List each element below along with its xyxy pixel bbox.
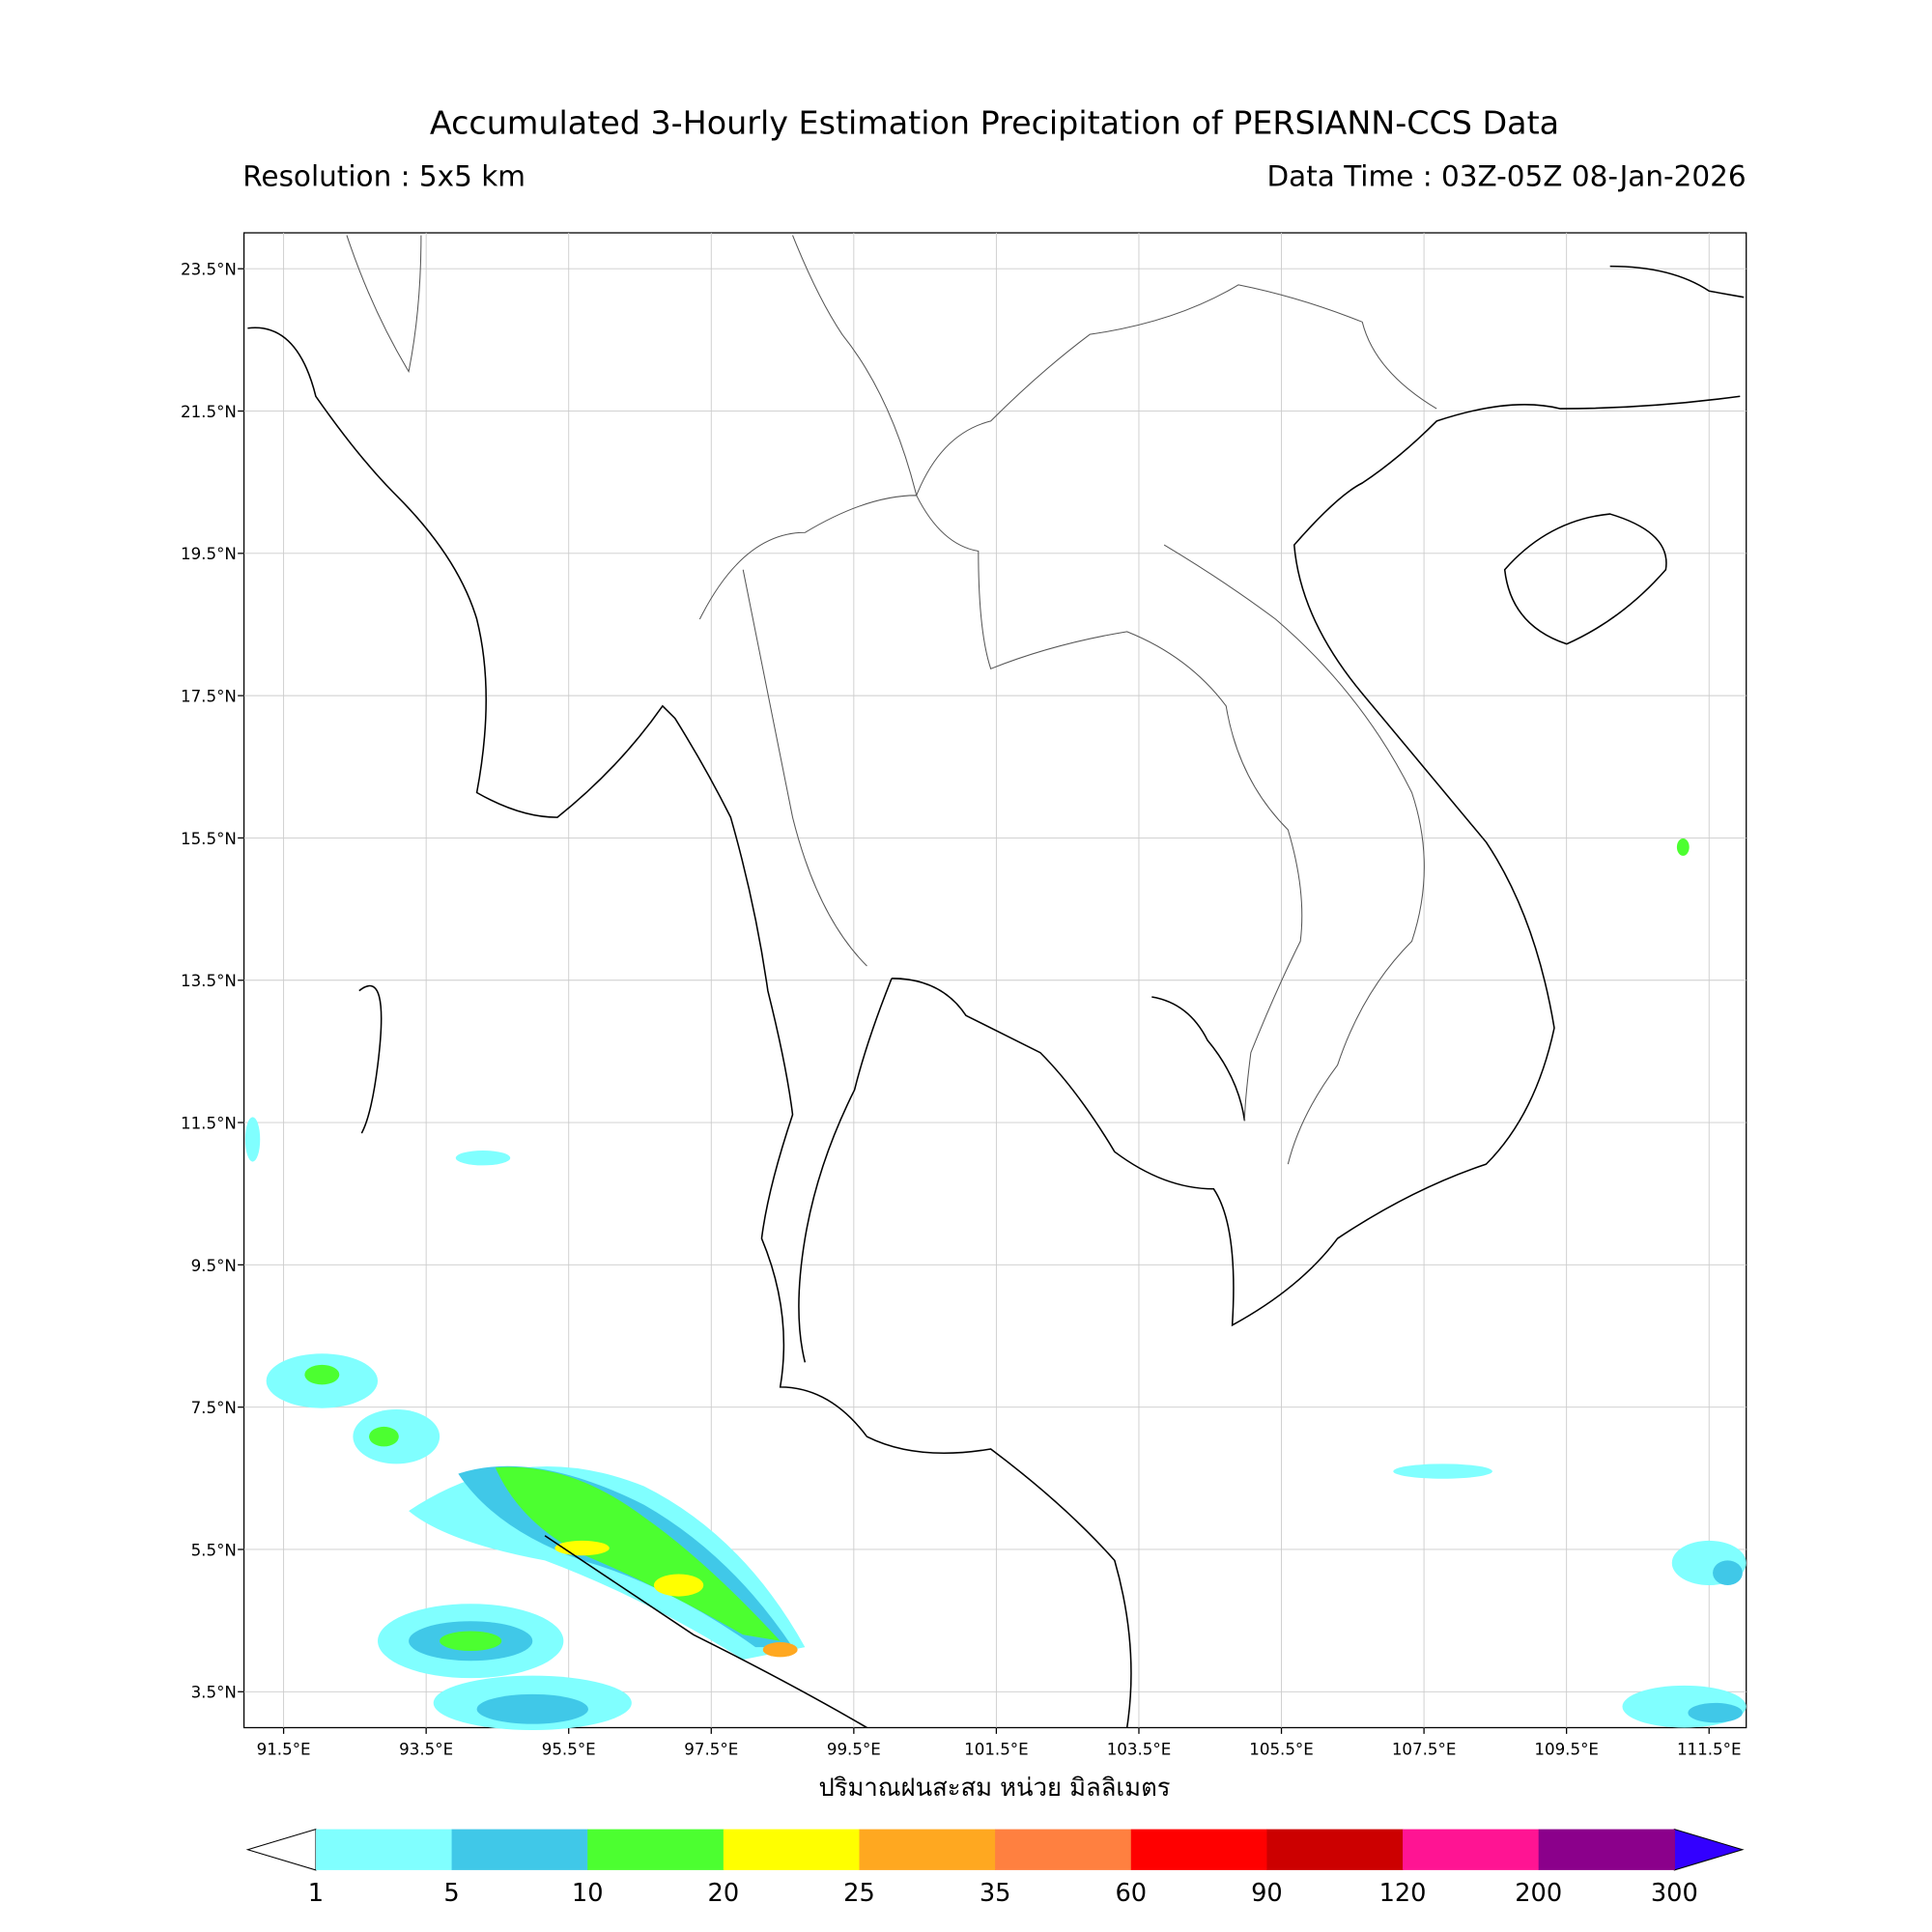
data-time: Data Time : 03Z-05Z 08-Jan-2026 <box>1266 159 1746 192</box>
colorbar-label: 60 <box>1115 1879 1147 1908</box>
colorbar-segment <box>1130 1829 1268 1870</box>
lat-label: 15.5°N <box>181 830 237 848</box>
lat-label: 19.5°N <box>181 545 237 563</box>
colorbar-label: 300 <box>1651 1879 1698 1908</box>
lon-label: 107.5°E <box>1392 1741 1457 1759</box>
colorbar-label: 35 <box>980 1879 1011 1908</box>
lat-label: 21.5°N <box>181 403 237 421</box>
colorbar-segment <box>723 1829 861 1870</box>
colorbar-label: 10 <box>572 1879 604 1908</box>
colorbar-label: 200 <box>1515 1879 1562 1908</box>
colorbar-segment <box>451 1829 588 1870</box>
lon-label: 93.5°E <box>399 1741 453 1759</box>
colorbar-under <box>245 1828 317 1871</box>
colorbar-label: 5 <box>443 1879 459 1908</box>
colorbar: 1 5 10 20 25 35 60 90 120 200 300 <box>245 1828 1745 1908</box>
lat-label: 3.5°N <box>191 1684 237 1702</box>
lon-label: 95.5°E <box>542 1741 596 1759</box>
colorbar-label: 1 <box>308 1879 324 1908</box>
colorbar-segment <box>995 1829 1132 1870</box>
lat-label: 9.5°N <box>191 1257 237 1275</box>
lat-label: 7.5°N <box>191 1399 237 1417</box>
colorbar-label: 120 <box>1379 1879 1427 1908</box>
lon-label: 111.5°E <box>1677 1741 1742 1759</box>
lon-label: 101.5°E <box>964 1741 1029 1759</box>
colorbar-label: 90 <box>1251 1879 1283 1908</box>
lon-label: 109.5°E <box>1534 1741 1599 1759</box>
lat-label: 17.5°N <box>181 688 237 706</box>
colorbar-label: 25 <box>843 1879 875 1908</box>
map <box>238 232 1747 1734</box>
colorbar-segment <box>1403 1829 1540 1870</box>
lon-label: 103.5°E <box>1107 1741 1172 1759</box>
colorbar-segment <box>859 1829 996 1870</box>
colorbar-segment <box>315 1829 453 1870</box>
colorbar-segment <box>1266 1829 1404 1870</box>
lat-label: 11.5°N <box>181 1114 237 1132</box>
colorbar-label: 20 <box>708 1879 740 1908</box>
lon-label: 99.5°E <box>827 1741 881 1759</box>
rain <box>244 838 1747 1731</box>
lon-label: 97.5°E <box>684 1741 738 1759</box>
lat-label: 5.5°N <box>191 1541 237 1559</box>
resolution: Resolution : 5x5 km <box>242 159 526 192</box>
lat-label: 13.5°N <box>181 972 237 990</box>
lon-label: 105.5°E <box>1249 1741 1314 1759</box>
colorbar-over <box>1673 1828 1745 1871</box>
lat-label: 23.5°N <box>181 261 237 279</box>
colorbar-segment <box>587 1829 724 1870</box>
title: Accumulated 3-Hourly Estimation Precipit… <box>430 103 1559 141</box>
colorbar-segment <box>1538 1829 1675 1870</box>
x-label: ปริมาณฝนสะสม หน่วย มิลลิเมตร <box>818 1774 1170 1803</box>
lon-label: 91.5°E <box>257 1741 311 1759</box>
